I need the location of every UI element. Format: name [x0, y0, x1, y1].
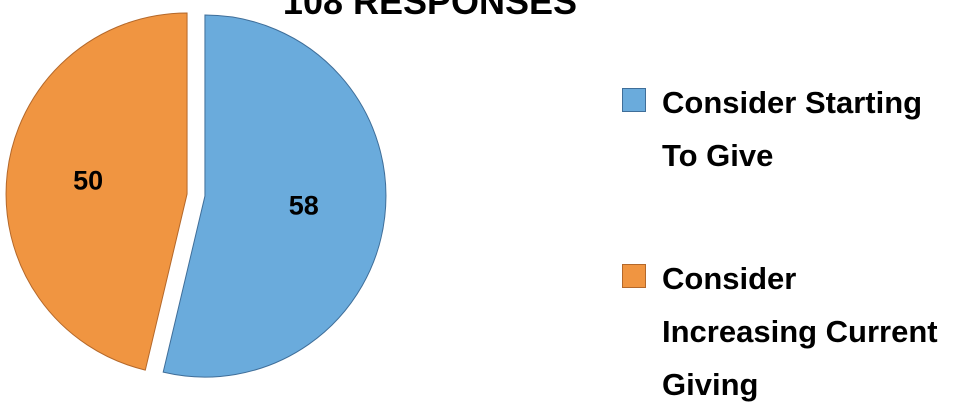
legend-swatch — [622, 88, 646, 112]
chart-title: 108 RESPONSES — [283, 0, 577, 22]
pie-slice — [5, 12, 188, 371]
legend-swatch — [622, 264, 646, 288]
data-label: 50 — [73, 166, 103, 196]
pie-slice — [162, 14, 387, 378]
legend-label: Consider Starting To Give — [662, 85, 923, 173]
data-label: 58 — [289, 191, 319, 221]
legend-label: Consider Increasing Current Giving — [662, 261, 938, 402]
